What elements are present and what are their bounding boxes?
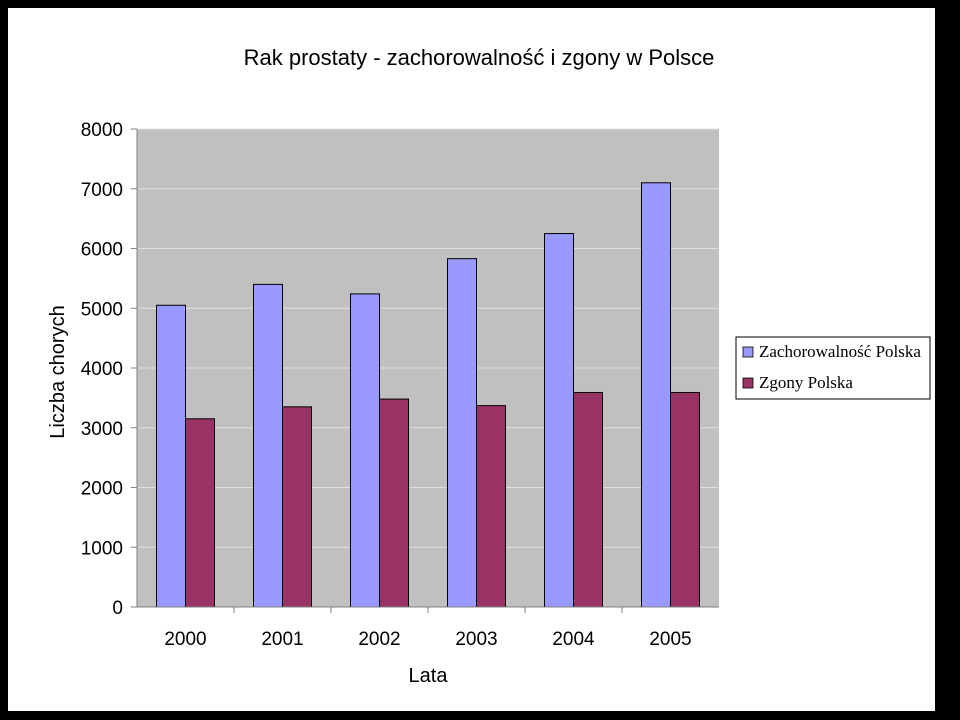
legend-swatch-zachorowalnosc <box>742 346 754 358</box>
axes <box>131 128 719 613</box>
bar-zgony-2002 <box>379 398 409 608</box>
bar-zgony-2000 <box>185 418 215 608</box>
legend-box <box>735 336 931 400</box>
bar-zachorowalnosc-2002 <box>350 293 380 608</box>
y-tick-label: 6000 <box>81 240 123 261</box>
bar-zgony-2003 <box>476 405 506 608</box>
legend-label-zachorowalnosc: Zachorowalność Polska <box>759 342 921 361</box>
gridlines <box>137 128 719 548</box>
x-tick-label: 2001 <box>261 629 303 650</box>
x-tick-label: 2003 <box>455 629 497 650</box>
bar-zgony-2001 <box>282 406 312 608</box>
x-axis-label: Lata <box>409 665 449 687</box>
y-tick-label: 2000 <box>81 479 123 500</box>
bar-zachorowalnosc-2005 <box>641 182 671 608</box>
bars <box>156 182 700 608</box>
y-axis-label: Liczba chorych <box>47 305 69 438</box>
bar-zachorowalnosc-2004 <box>544 233 574 608</box>
legend-swatch-zgony <box>742 377 754 389</box>
y-tick-label: 3000 <box>81 419 123 440</box>
bar-zachorowalnosc-2000 <box>156 304 186 608</box>
x-tick-label: 2005 <box>649 629 691 650</box>
x-tick-labels: 2000 2001 2002 2003 2004 2005 <box>164 629 691 650</box>
y-tick-label: 0 <box>112 598 123 619</box>
bar-zgony-2005 <box>670 391 700 608</box>
y-tick-labels: 0 1000 2000 3000 4000 5000 6000 7000 8000 <box>81 120 123 619</box>
bar-zachorowalnosc-2003 <box>447 258 477 608</box>
y-tick-label: 4000 <box>81 359 123 380</box>
bar-zgony-2004 <box>573 391 603 608</box>
bar-zachorowalnosc-2001 <box>253 283 283 608</box>
x-tick-label: 2004 <box>552 629 595 650</box>
y-tick-label: 5000 <box>81 299 123 320</box>
chart-title: Rak prostaty - zachorowalność i zgony w … <box>244 45 715 70</box>
legend-label-zgony: Zgony Polska <box>759 373 853 392</box>
y-tick-label: 8000 <box>81 120 123 141</box>
y-tick-label: 1000 <box>81 538 123 559</box>
legend: Zachorowalność Polska Zgony Polska <box>735 336 931 400</box>
y-tick-label: 7000 <box>81 180 123 201</box>
x-tick-label: 2000 <box>164 629 206 650</box>
x-tick-label: 2002 <box>358 629 400 650</box>
